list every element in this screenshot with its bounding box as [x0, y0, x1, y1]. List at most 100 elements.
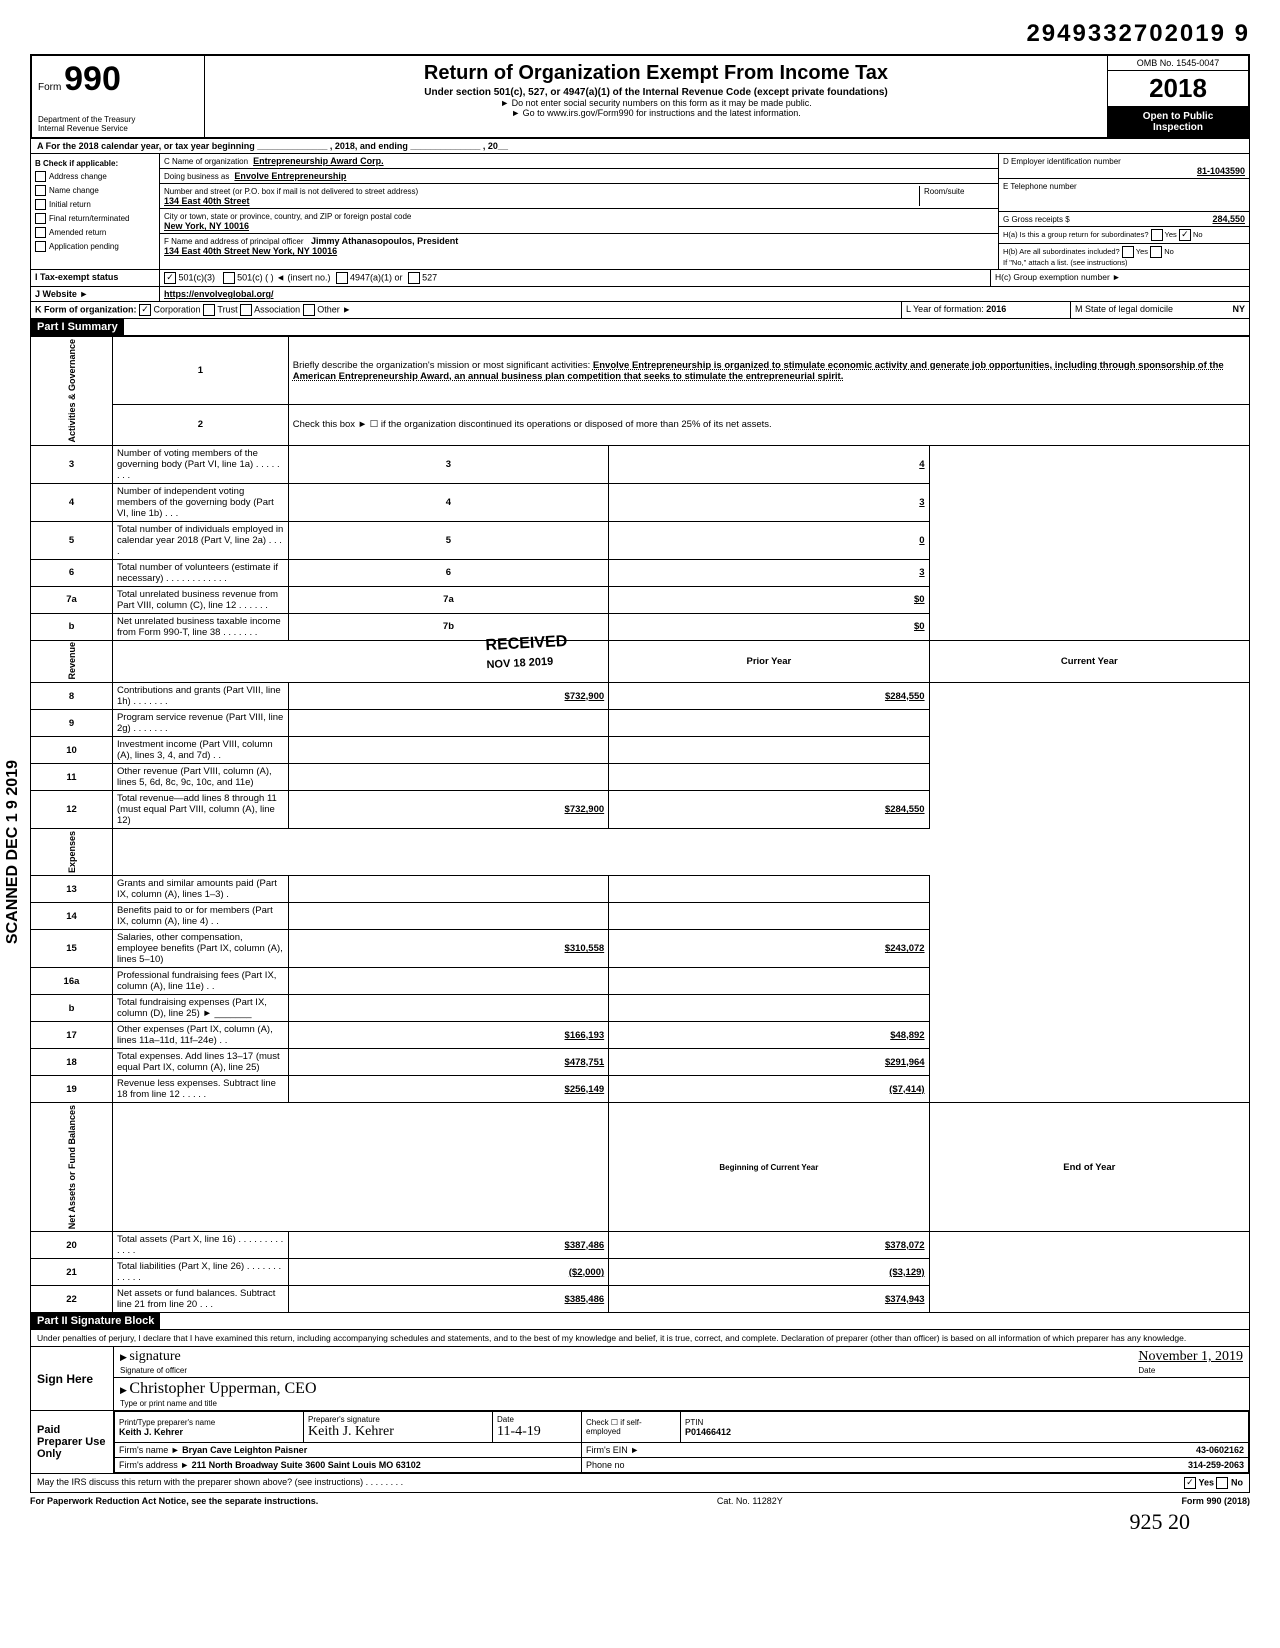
officer-name: Christopher Upperman, CEO — [129, 1380, 316, 1397]
officer-name-lbl: Type or print name and title — [120, 1399, 217, 1408]
hb-no[interactable] — [1150, 246, 1162, 258]
prep-signature: Keith J. Kehrer — [308, 1424, 394, 1439]
lbl-initial: Initial return — [49, 200, 91, 209]
j-lbl: J Website ► — [31, 287, 160, 301]
col-d-right: D Employer identification number81-10435… — [999, 154, 1249, 269]
hb-yes[interactable] — [1122, 246, 1134, 258]
form-header: Form 990 Department of the Treasury Inte… — [30, 54, 1250, 139]
chk-address[interactable] — [35, 171, 46, 182]
hb-no-lbl: No — [1164, 247, 1174, 256]
row-a: A For the 2018 calendar year, or tax yea… — [30, 139, 1250, 154]
form-note1: ► Do not enter social security numbers o… — [211, 98, 1101, 108]
hdr-end: End of Year — [929, 1103, 1249, 1232]
mission-lbl: Briefly describe the organization's miss… — [293, 360, 591, 371]
i-opt1: 501(c)(3) — [179, 272, 216, 282]
i-4947[interactable] — [336, 272, 348, 284]
firm-addr-lbl: Firm's address ► — [119, 1460, 189, 1470]
tax-year: 2018 — [1108, 71, 1248, 107]
k-other-lbl: Other ► — [317, 304, 351, 314]
i-opt4: 527 — [422, 272, 437, 282]
d-lbl: D Employer identification number — [1003, 157, 1121, 166]
hdr-prior: Prior Year — [609, 640, 929, 683]
sig-date-lbl: Date — [1138, 1366, 1155, 1375]
prep-sig-lbl: Preparer's signature — [308, 1415, 380, 1424]
footer-cat: Cat. No. 11282Y — [717, 1496, 783, 1506]
prep-date-lbl: Date — [497, 1415, 514, 1424]
h-note: If "No," attach a list. (see instruction… — [1003, 258, 1128, 267]
hdr-curr: Current Year — [929, 640, 1249, 683]
firm-ein-lbl: Firm's EIN ► — [586, 1445, 639, 1455]
prep-date: 11-4-19 — [497, 1424, 541, 1439]
k-assoc-lbl: Association — [254, 304, 300, 314]
signature-block: Under penalties of perjury, I declare th… — [30, 1330, 1250, 1493]
side-gov: Activities & Governance — [31, 337, 113, 446]
c-city: New York, NY 10016 — [164, 221, 249, 231]
open-public-1: Open to Public — [1110, 111, 1246, 122]
k-trust[interactable] — [203, 304, 215, 316]
chk-initial[interactable] — [35, 199, 46, 210]
f-name: Jimmy Athanasopoulos, President — [311, 236, 458, 246]
firm-name: Bryan Cave Leighton Paisner — [182, 1445, 307, 1455]
l-val: 2016 — [986, 304, 1006, 314]
part2-header: Part II Signature Block — [31, 1313, 160, 1329]
chk-pending[interactable] — [35, 241, 46, 252]
part1-header: Part I Summary — [31, 319, 124, 335]
d-ein: 81-1043590 — [1003, 166, 1245, 176]
paid-preparer-table: Print/Type preparer's nameKeith J. Kehre… — [114, 1411, 1249, 1473]
g-lbl: G Gross receipts $ — [1003, 215, 1070, 224]
lbl-pending: Application pending — [49, 242, 119, 251]
summary-table: Activities & Governance 1 Briefly descri… — [30, 336, 1250, 1313]
l-lbl: L Year of formation: — [906, 304, 984, 314]
c-dba: Envolve Entrepreneurship — [234, 171, 346, 181]
chk-amended[interactable] — [35, 227, 46, 238]
form-prefix: Form — [38, 82, 61, 93]
hdr-beg: Beginning of Current Year — [609, 1103, 929, 1232]
ptin-lbl: PTIN — [685, 1418, 703, 1427]
c-name: Entrepreneurship Award Corp. — [253, 156, 384, 166]
chk-name[interactable] — [35, 185, 46, 196]
i-501c3[interactable]: ✓ — [164, 272, 176, 284]
ha-no[interactable]: ✓ — [1179, 229, 1191, 241]
discuss-question: May the IRS discuss this return with the… — [37, 1477, 403, 1489]
row-i: I Tax-exempt status ✓ 501(c)(3) 501(c) (… — [30, 270, 1250, 287]
side-rev: Revenue — [31, 640, 113, 683]
form-title: Return of Organization Exempt From Incom… — [211, 62, 1101, 85]
i-opt2: 501(c) ( ) ◄ (insert no.) — [237, 272, 330, 282]
j-website: https://envolveglobal.org/ — [160, 287, 1249, 301]
c-dba-lbl: Doing business as — [164, 172, 229, 181]
g-val: 284,550 — [1212, 214, 1245, 224]
discuss-yes[interactable]: ✓ — [1184, 1477, 1196, 1489]
i-501c[interactable] — [223, 272, 235, 284]
dept-irs: Internal Revenue Service — [38, 124, 198, 133]
prep-self-employed: Check ☐ if self-employed — [582, 1412, 681, 1443]
sig-date: November 1, 2019 — [1138, 1349, 1243, 1364]
discuss-yes-lbl: Yes — [1198, 1478, 1214, 1488]
k-corp-lbl: Corporation — [154, 304, 201, 314]
k-trust-lbl: Trust — [217, 304, 237, 314]
phone: 314-259-2063 — [1188, 1460, 1244, 1470]
lbl-amended: Amended return — [49, 228, 106, 237]
k-other[interactable] — [303, 304, 315, 316]
ha-yes-lbl: Yes — [1165, 230, 1177, 239]
received-stamp: RECEIVED NOV 18 2019 — [485, 632, 569, 672]
sign-here-label: Sign Here — [31, 1347, 114, 1410]
i-lbl: I Tax-exempt status — [31, 270, 160, 286]
ha-yes[interactable] — [1151, 229, 1163, 241]
discuss-no[interactable] — [1216, 1477, 1228, 1489]
footer-form: Form 990 (2018) — [1181, 1496, 1250, 1506]
phone-lbl: Phone no — [586, 1460, 625, 1470]
line2: Check this box ► ☐ if the organization d… — [288, 405, 1249, 445]
chk-final[interactable] — [35, 213, 46, 224]
ha-no-lbl: No — [1193, 230, 1203, 239]
k-corp[interactable]: ✓ — [139, 304, 151, 316]
k-lbl: K Form of organization: — [35, 304, 137, 314]
handwritten-note: 925 20 — [30, 1509, 1250, 1535]
lbl-name: Name change — [49, 186, 99, 195]
discuss-no-lbl: No — [1231, 1478, 1243, 1488]
firm-addr: 211 North Broadway Suite 3600 Saint Loui… — [192, 1460, 421, 1470]
c-street-lbl: Number and street (or P.O. box if mail i… — [164, 187, 418, 196]
k-assoc[interactable] — [240, 304, 252, 316]
i-527[interactable] — [408, 272, 420, 284]
entity-block: B Check if applicable: Address change Na… — [30, 154, 1250, 270]
c-street: 134 East 40th Street — [164, 196, 250, 206]
